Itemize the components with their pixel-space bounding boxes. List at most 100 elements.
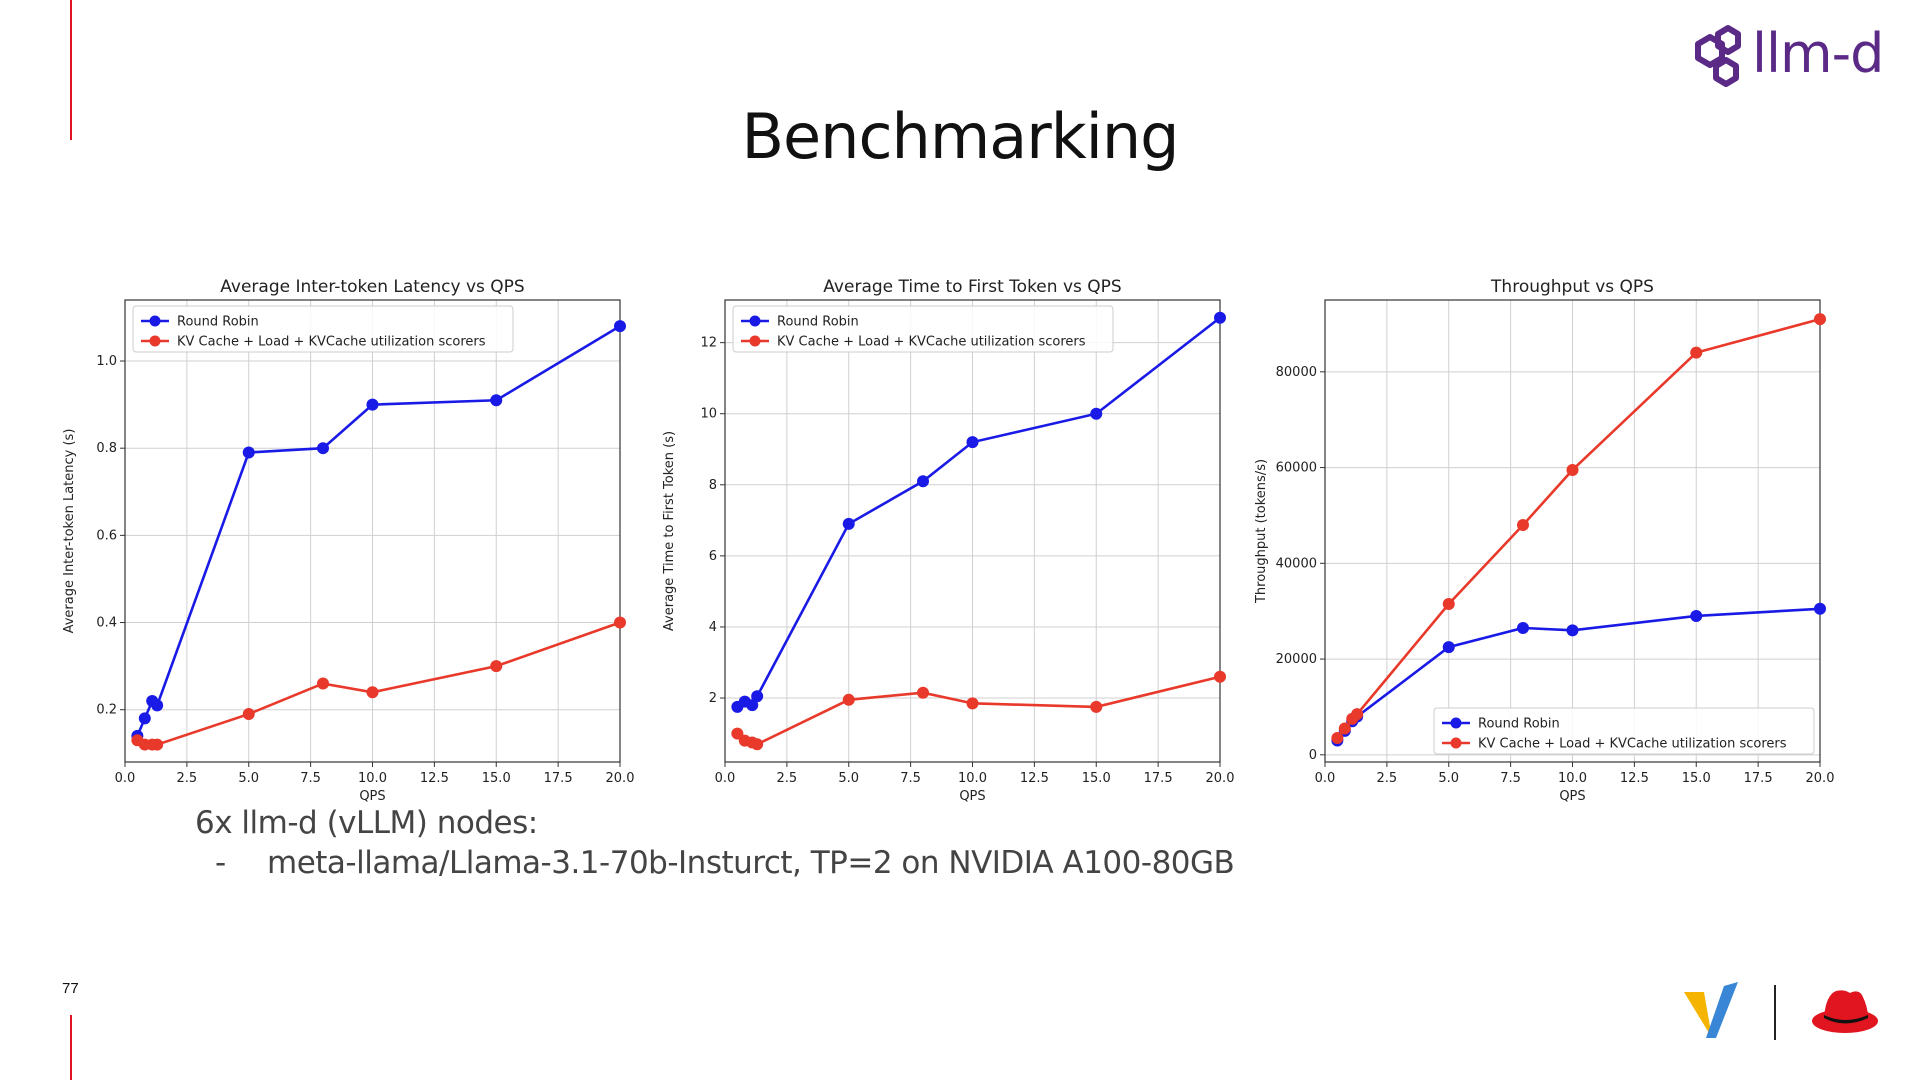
series-line: [736, 675, 1221, 746]
x-tick-label: 20.0: [1806, 771, 1835, 786]
data-point: [366, 398, 379, 411]
accent-line-bottom: [70, 1015, 72, 1080]
y-tick-label: 6: [709, 549, 717, 564]
legend-entry: KV Cache + Load + KVCache utilization sc…: [1478, 737, 1787, 752]
data-point: [966, 697, 979, 710]
slide-title: Benchmarking: [741, 100, 1179, 173]
y-axis-label: Average Inter-token Latency (s): [62, 429, 77, 634]
x-tick-label: 7.5: [300, 771, 321, 786]
data-point: [751, 738, 764, 751]
data-point: [751, 690, 764, 703]
llm-d-logo-text: llm-d: [1752, 22, 1884, 85]
legend-swatch-marker: [749, 315, 761, 327]
legend-entry: Round Robin: [777, 315, 859, 330]
data-point: [151, 738, 164, 751]
legend-swatch-marker: [149, 335, 161, 347]
legend-box: [1433, 707, 1815, 755]
chart-time-to-first-token: Average Time to First Token vs QPS 0.0 2.5…: [655, 270, 1234, 810]
chart-inter-token-latency: Average Inter-token Latency vs QPS 0.0 2.5…: [55, 270, 634, 810]
y-tick-label: 80000: [1276, 365, 1317, 380]
x-axis-label: QPS: [959, 789, 985, 804]
y-tick-label: 20000: [1276, 652, 1317, 667]
data-point: [746, 699, 759, 712]
data-point: [490, 660, 503, 673]
y-tick-label: 0.4: [96, 616, 117, 631]
data-point: [842, 693, 855, 706]
y-tick-label: 0.8: [96, 441, 117, 456]
x-tick-label: 5.0: [238, 771, 259, 786]
y-tick-label: 0.6: [96, 528, 117, 543]
data-point: [1090, 700, 1103, 713]
data-point: [1442, 598, 1455, 611]
data-point: [1517, 519, 1529, 532]
x-tick-label: 12.5: [420, 771, 449, 786]
x-tick-label: 7.5: [900, 771, 921, 786]
chart-svg: Average Inter-token Latency vs QPS 0.0 2.5…: [62, 277, 634, 804]
legend-swatch-marker: [1450, 717, 1462, 729]
data-point: [1814, 602, 1826, 615]
data-point: [917, 686, 929, 699]
redhat-logo-icon: [1812, 990, 1878, 1033]
data-point: [138, 712, 151, 725]
x-tick-label: 12.5: [1020, 771, 1049, 786]
data-point: [731, 727, 744, 740]
data-point: [242, 708, 255, 721]
x-tick-label: 2.5: [177, 771, 198, 786]
data-point: [1814, 313, 1826, 326]
x-tick-label: 10.0: [358, 771, 387, 786]
chart-throughput: Throughput vs QPS 0.0 2.5 5.0 7.5 10.0 12.5 15.…: [1254, 270, 1834, 810]
legend-entry: KV Cache + Load + KVCache utilization sc…: [777, 335, 1086, 350]
data-point: [842, 517, 855, 530]
x-tick-label: 10.0: [958, 771, 987, 786]
x-tick-label: 0.0: [115, 771, 136, 786]
bullet-item-text: meta-llama/Llama-3.1-70b-Insturct, TP=2 …: [267, 845, 1235, 881]
x-tick-label: 0.0: [1315, 771, 1336, 786]
data-point: [1517, 621, 1529, 634]
data-point: [1214, 311, 1226, 324]
x-tick-label: 17.5: [1744, 771, 1773, 786]
bullet-item: - meta-llama/Llama-3.1-70b-Insturct, TP=2…: [215, 845, 1235, 881]
data-point: [151, 699, 164, 712]
x-axis-label: QPS: [1559, 789, 1585, 804]
legend-swatch-marker: [749, 335, 761, 347]
x-tick-label: 2.5: [777, 771, 798, 786]
legend-swatch-marker: [1450, 737, 1462, 749]
data-point: [490, 394, 503, 407]
data-point: [1338, 722, 1351, 735]
bullet-heading: 6x llm-d (vLLM) nodes:: [195, 805, 538, 841]
page-number: 77: [62, 980, 79, 997]
data-point: [966, 436, 979, 449]
x-tick-label: 10.0: [1558, 771, 1587, 786]
data-point: [1214, 670, 1226, 683]
chart-title: Throughput vs QPS: [1490, 277, 1654, 297]
legend-swatch-marker: [149, 315, 161, 327]
x-tick-label: 15.0: [482, 771, 511, 786]
data-point: [614, 616, 626, 629]
data-point: [1331, 732, 1344, 745]
y-axis-label: Average Time to First Token (s): [662, 431, 677, 631]
data-point: [242, 446, 255, 459]
x-tick-label: 15.0: [1682, 771, 1711, 786]
x-tick-label: 17.5: [1144, 771, 1173, 786]
data-point: [317, 677, 329, 690]
x-tick-label: 7.5: [1500, 771, 1521, 786]
data-point: [1566, 463, 1579, 476]
y-tick-label: 0.2: [96, 703, 117, 718]
bullet-dash: -: [215, 845, 226, 881]
x-tick-label: 12.5: [1620, 771, 1649, 786]
legend-entry: KV Cache + Load + KVCache utilization sc…: [177, 335, 486, 350]
x-tick-label: 17.5: [544, 771, 573, 786]
x-tick-label: 0.0: [715, 771, 736, 786]
y-tick-label: 60000: [1276, 461, 1317, 476]
x-tick-label: 2.5: [1377, 771, 1398, 786]
y-tick-label: 12: [700, 336, 717, 351]
chart-title: Average Inter-token Latency vs QPS: [220, 277, 524, 297]
data-point: [366, 686, 379, 699]
legend-box: [732, 305, 1114, 353]
chart-svg: Average Time to First Token vs QPS 0.0 2.5…: [662, 277, 1234, 804]
vllm-logo-icon: [1684, 982, 1738, 1038]
data-point: [1090, 407, 1103, 420]
data-point: [1566, 624, 1579, 637]
legend-entry: Round Robin: [1478, 717, 1560, 732]
y-tick-label: 2: [709, 691, 717, 706]
